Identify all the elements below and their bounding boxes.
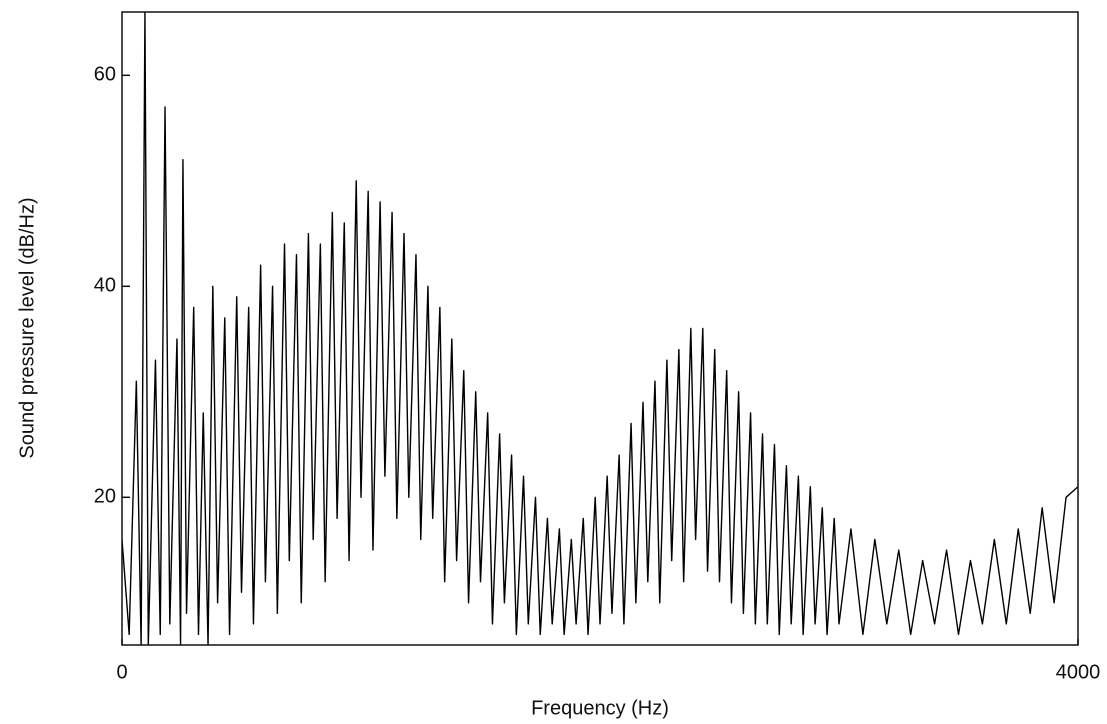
y-tick-label: 40 [94, 275, 116, 297]
x-axis-label: Frequency (Hz) [531, 697, 669, 719]
y-axis-label: Sound pressure level (dB/Hz) [16, 197, 38, 458]
spectrum-line [122, 12, 1078, 645]
x-tick-label: 0 [116, 661, 127, 683]
plot-frame [121, 11, 1079, 646]
plot-area [122, 12, 1078, 645]
y-tick-label: 20 [94, 486, 116, 508]
x-tick-label: 4000 [1056, 661, 1101, 683]
y-tick-label: 60 [94, 64, 116, 86]
